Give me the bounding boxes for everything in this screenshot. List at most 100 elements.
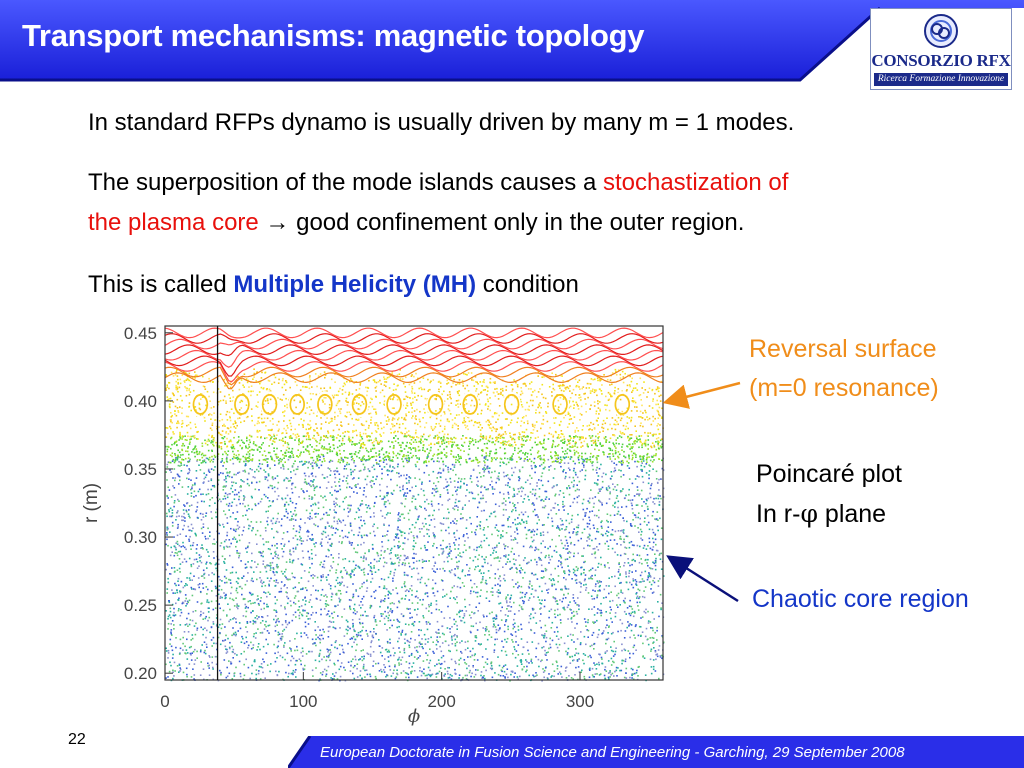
scatter-point [518,564,521,566]
scatter-point [325,669,328,672]
scatter-point [390,593,392,595]
scatter-point [426,549,429,551]
scatter-point [274,477,277,480]
scatter-point [347,515,349,518]
scatter-point [376,475,378,478]
scatter-point [329,492,331,494]
scatter-point [267,624,270,627]
scatter-point [226,666,228,669]
scatter-point [603,674,606,677]
scatter-point [273,580,275,582]
scatter-point [287,675,289,678]
scatter-point [451,586,454,589]
scatter-point [642,460,645,462]
scatter-point [486,638,489,641]
scatter-point [646,562,648,564]
scatter-point [417,516,420,518]
scatter-point [390,478,392,481]
scatter-point [351,645,353,648]
scatter-point [610,664,613,666]
scatter-point [205,548,208,551]
scatter-point [282,463,284,466]
scatter-point [338,485,341,487]
scatter-point [531,467,533,470]
scatter-point [240,485,242,487]
scatter-point [475,591,477,594]
scatter-point [386,530,389,532]
scatter-point [596,546,598,548]
scatter-point [383,523,385,526]
scatter-point [182,509,185,511]
right-arrow-icon: → [258,209,297,236]
scatter-point [200,527,203,530]
scatter-point [449,631,451,633]
scatter-point [552,507,555,509]
scatter-point [312,577,314,579]
scatter-point [633,644,636,647]
scatter-point [428,604,430,606]
scatter-point [592,524,595,527]
scatter-point [289,549,291,551]
scatter-point [314,475,317,478]
scatter-point [594,585,597,588]
scatter-point [276,531,279,534]
scatter-point [632,646,635,649]
scatter-point [174,570,176,573]
scatter-point [628,605,631,607]
scatter-point [477,558,479,561]
scatter-point [206,646,208,648]
scatter-point [259,551,262,554]
scatter-point [619,491,622,493]
scatter-point [453,480,456,482]
scatter-point [574,471,577,474]
scatter-point [238,534,240,537]
scatter-point [611,475,613,477]
scatter-point [597,549,600,551]
scatter-point [291,672,294,674]
scatter-point [428,610,430,612]
scatter-point [383,617,386,620]
scatter-point [177,580,179,582]
scatter-point [585,583,587,586]
scatter-point [314,503,317,506]
scatter-point [242,515,244,517]
scatter-point [319,672,322,674]
scatter-point [372,480,374,482]
scatter-point [412,535,415,537]
scatter-point [365,629,367,632]
scatter-point [335,502,337,504]
scatter-point [637,609,640,611]
scatter-point [197,490,200,493]
scatter-point [319,459,321,461]
scatter-point [384,595,387,597]
scatter-point [330,595,333,598]
scatter-point [583,561,585,564]
scatter-point [240,653,243,655]
scatter-point [373,628,375,630]
scatter-point [403,493,405,496]
scatter-point [173,501,176,504]
scatter-point [414,639,416,641]
scatter-point [610,674,612,676]
scatter-point [198,583,201,585]
scatter-point [396,484,398,487]
scatter-point [304,587,307,589]
scatter-point [404,598,406,600]
scatter-point [542,671,545,673]
scatter-point [615,489,618,491]
scatter-point [186,477,188,480]
scatter-point [292,528,295,530]
scatter-point [419,655,421,657]
scatter-point [418,478,421,481]
scatter-point [292,576,294,578]
scatter-point [193,558,196,561]
scatter-point [349,508,352,510]
scatter-point [628,493,630,496]
scatter-point [433,542,435,545]
scatter-point [166,529,169,531]
scatter-point [573,600,576,602]
scatter-point [210,511,212,513]
scatter-point [314,513,316,515]
scatter-point [336,522,339,525]
scatter-point [173,554,176,557]
